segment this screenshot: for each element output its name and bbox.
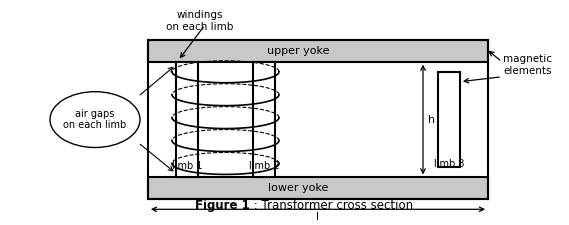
Ellipse shape <box>50 92 140 148</box>
Text: upper yoke: upper yoke <box>267 46 329 56</box>
Text: : Transformer cross section: : Transformer cross section <box>250 199 413 212</box>
Bar <box>148 40 488 62</box>
Text: Figure 1: Figure 1 <box>195 199 250 212</box>
Text: lower yoke: lower yoke <box>268 183 328 193</box>
Bar <box>148 40 488 199</box>
Text: h: h <box>428 115 435 125</box>
Bar <box>438 72 460 167</box>
Text: windings
on each limb: windings on each limb <box>166 10 234 32</box>
Text: limb 3: limb 3 <box>434 160 464 169</box>
Text: air gaps
on each limb: air gaps on each limb <box>63 109 127 130</box>
Bar <box>253 62 275 177</box>
Bar <box>148 62 488 177</box>
Text: limb 2: limb 2 <box>249 161 279 171</box>
Text: l: l <box>316 212 320 222</box>
Text: magnetic
elements: magnetic elements <box>503 54 552 76</box>
Text: limb 1: limb 1 <box>172 161 202 171</box>
Bar <box>176 62 198 177</box>
Bar <box>148 177 488 199</box>
